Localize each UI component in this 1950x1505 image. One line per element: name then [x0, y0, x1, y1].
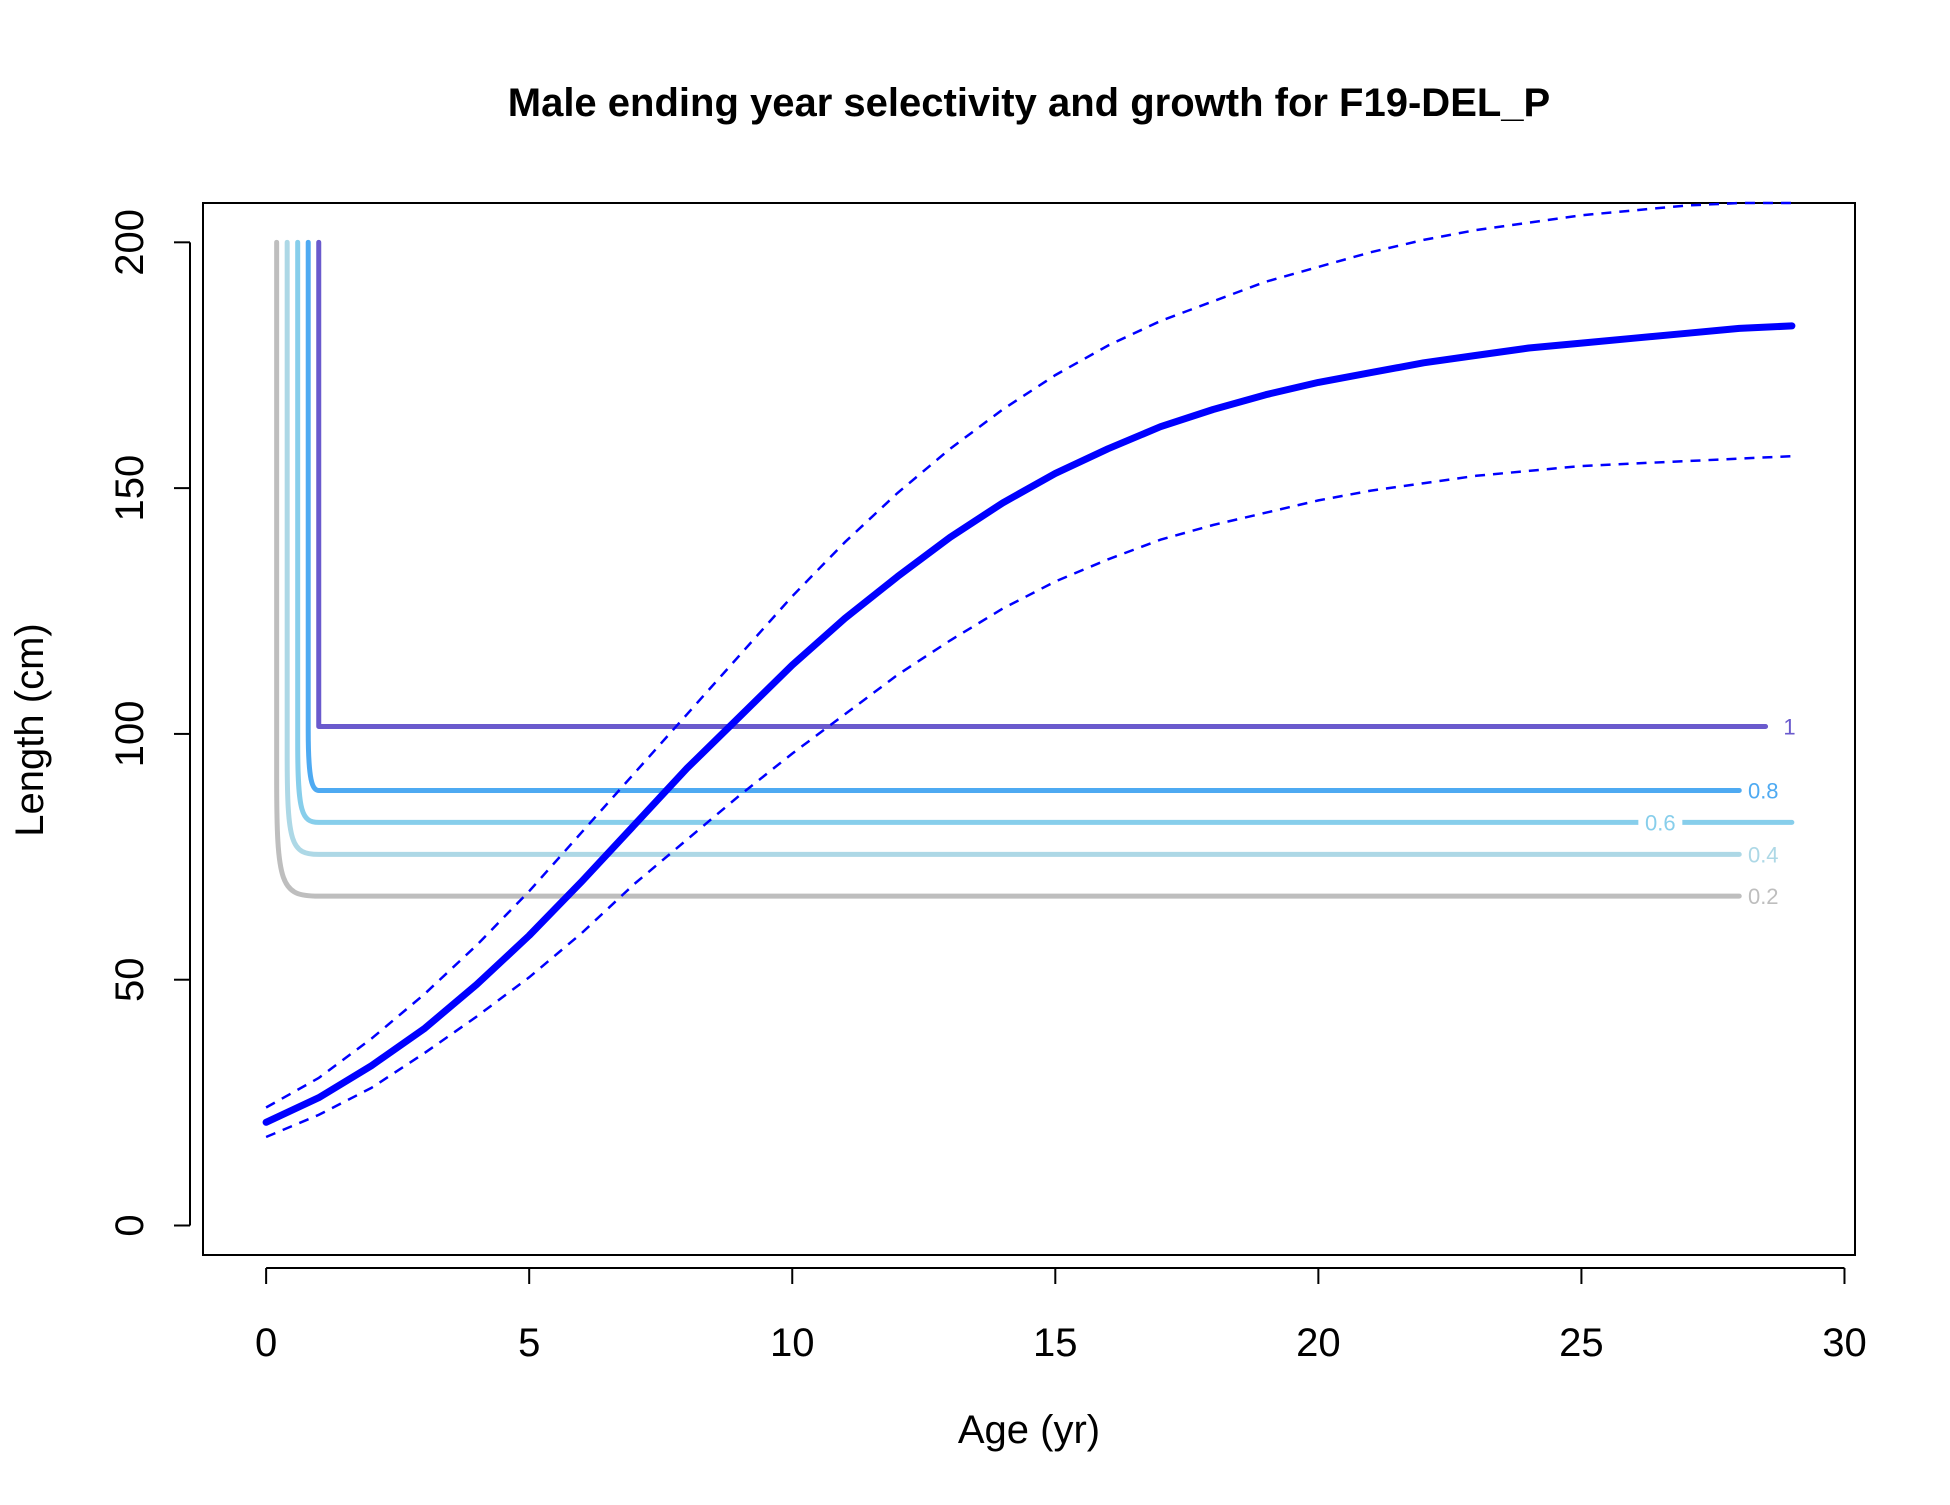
- x-tick-label: 0: [255, 1321, 277, 1365]
- growth-upper-interval: [265, 201, 1792, 1109]
- y-tick-label: 0: [108, 1214, 152, 1236]
- plot-border: [202, 202, 1856, 1256]
- growth-mean-curve: [262, 322, 1796, 1126]
- y-tick-label: 100: [108, 701, 152, 768]
- growth-lower-interval: [265, 454, 1792, 1139]
- y-tick-label: 50: [108, 957, 152, 1002]
- x-axis-label: Age (yr): [958, 1408, 1100, 1452]
- x-tick-label: 20: [1296, 1321, 1341, 1365]
- x-tick-label: 10: [770, 1321, 815, 1365]
- contour-line-0-6: [295, 239, 1795, 825]
- x-tick-label: 15: [1033, 1321, 1078, 1365]
- x-axis: 0 5 10 15 20 25 30: [255, 1267, 1867, 1365]
- y-tick-label: 150: [108, 455, 152, 522]
- y-axis-label: Length (cm): [8, 623, 52, 836]
- contour-line-0-4: [284, 239, 1742, 857]
- contour-label: 0.2: [1748, 884, 1779, 909]
- contour-label-bg: [1638, 810, 1683, 835]
- y-axis: 0 50 100 150 200: [108, 209, 191, 1237]
- contour-label: 1: [1783, 715, 1795, 740]
- contour-label: 0.4: [1748, 842, 1779, 867]
- contour-label: 0.6: [1645, 810, 1676, 835]
- contour-label: 0.8: [1748, 778, 1779, 803]
- selectivity-contours: 0.2 0.4 0.6 0.8 1: [274, 239, 1796, 909]
- x-tick-label: 30: [1822, 1321, 1867, 1365]
- contour-line-0-8: [305, 239, 1742, 793]
- growth-curves: [262, 201, 1796, 1139]
- y-tick-label: 200: [108, 209, 152, 276]
- x-tick-label: 25: [1559, 1321, 1604, 1365]
- x-tick-label: 5: [518, 1321, 540, 1365]
- chart-title: Male ending year selectivity and growth …: [508, 81, 1550, 125]
- contour-line-1: [316, 239, 1769, 730]
- contour-line-0-2: [274, 239, 1742, 899]
